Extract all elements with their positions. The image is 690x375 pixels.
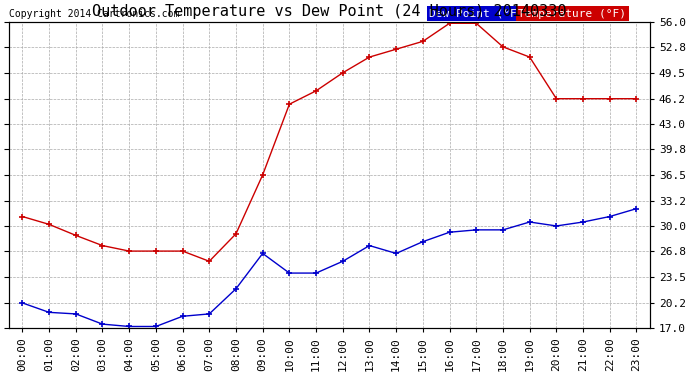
Text: Temperature (°F): Temperature (°F) — [518, 9, 627, 19]
Text: Dew Point (°F): Dew Point (°F) — [428, 9, 523, 19]
Text: Copyright 2014 Cartronics.com: Copyright 2014 Cartronics.com — [9, 9, 179, 19]
Title: Outdoor Temperature vs Dew Point (24 Hours) 20140330: Outdoor Temperature vs Dew Point (24 Hou… — [92, 4, 566, 19]
